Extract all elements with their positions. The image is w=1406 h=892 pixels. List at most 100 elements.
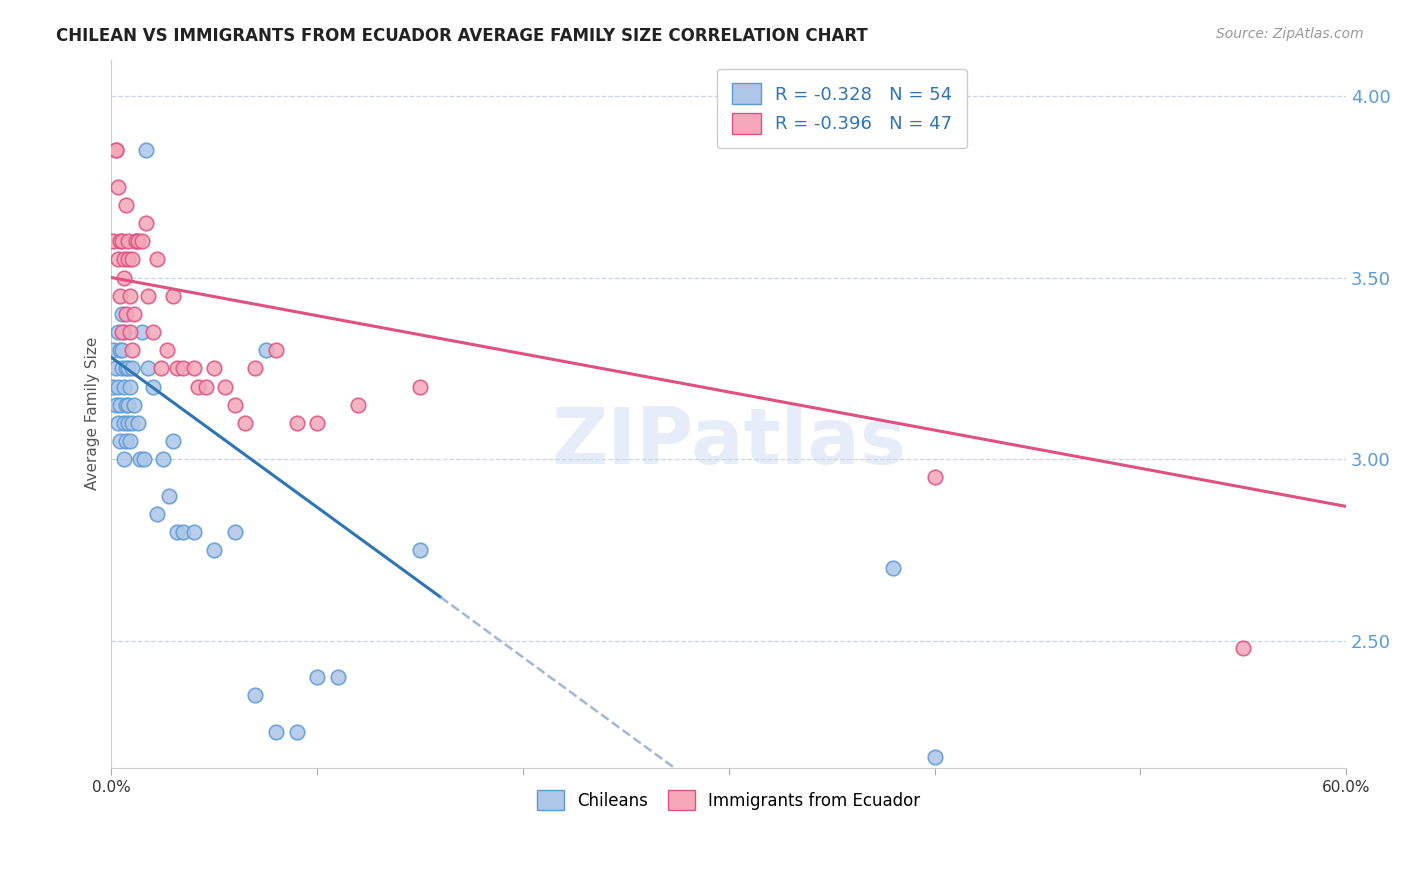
Point [118,289,141,303]
Point [112,452,135,467]
Point [103,343,125,358]
Point [149,361,172,376]
Point [882,561,904,575]
Point [224,524,246,539]
Point [107,379,129,393]
Point [104,144,127,158]
Point [166,524,188,539]
Y-axis label: Average Family Size: Average Family Size [86,337,100,491]
Point [114,198,136,212]
Point [127,416,149,430]
Point [114,307,136,321]
Point [138,361,160,376]
Point [172,361,194,376]
Text: ZIPatlas: ZIPatlas [551,404,907,480]
Point [112,379,135,393]
Point [114,398,136,412]
Point [108,289,131,303]
Point [103,379,125,393]
Point [409,543,432,558]
Point [142,379,165,393]
Point [157,488,180,502]
Point [117,416,139,430]
Point [111,361,134,376]
Point [121,343,143,358]
Point [264,343,287,358]
Point [121,361,143,376]
Point [112,270,135,285]
Point [118,434,141,448]
Point [138,289,160,303]
Point [135,144,157,158]
Point [214,379,236,393]
Point [117,252,139,267]
Point [307,416,329,430]
Point [285,416,308,430]
Point [195,379,218,393]
Point [104,361,127,376]
Point [131,325,153,339]
Point [924,750,946,764]
Point [127,234,149,248]
Point [152,452,174,467]
Point [111,307,134,321]
Point [326,670,349,684]
Point [122,307,145,321]
Point [162,289,184,303]
Point [307,670,329,684]
Point [114,361,136,376]
Point [409,379,432,393]
Text: Source: ZipAtlas.com: Source: ZipAtlas.com [1216,27,1364,41]
Point [121,252,143,267]
Point [112,416,135,430]
Point [202,361,225,376]
Point [111,325,134,339]
Point [285,724,308,739]
Point [166,361,188,376]
Point [107,325,129,339]
Point [924,470,946,484]
Point [134,452,156,467]
Point [107,252,129,267]
Point [131,234,153,248]
Point [103,234,125,248]
Point [107,416,129,430]
Point [118,379,141,393]
Point [118,325,141,339]
Point [1232,641,1254,656]
Point [114,434,136,448]
Point [224,398,246,412]
Point [122,398,145,412]
Point [117,361,139,376]
Point [142,325,165,339]
Point [117,398,139,412]
Point [233,416,256,430]
Point [254,343,277,358]
Point [121,416,143,430]
Point [129,452,152,467]
Point [111,234,134,248]
Point [108,343,131,358]
Point [112,325,135,339]
Point [245,688,267,702]
Point [264,724,287,739]
Point [125,234,148,248]
Point [117,234,139,248]
Point [183,524,205,539]
Point [104,144,127,158]
Point [108,398,131,412]
Text: CHILEAN VS IMMIGRANTS FROM ECUADOR AVERAGE FAMILY SIZE CORRELATION CHART: CHILEAN VS IMMIGRANTS FROM ECUADOR AVERA… [56,27,868,45]
Point [156,343,179,358]
Point [145,252,167,267]
Point [187,379,209,393]
Point [125,234,148,248]
Legend: Chileans, Immigrants from Ecuador: Chileans, Immigrants from Ecuador [530,784,927,816]
Point [111,343,134,358]
Point [112,252,135,267]
Point [172,524,194,539]
Point [162,434,184,448]
Point [104,398,127,412]
Point [135,216,157,230]
Point [107,179,129,194]
Point [108,234,131,248]
